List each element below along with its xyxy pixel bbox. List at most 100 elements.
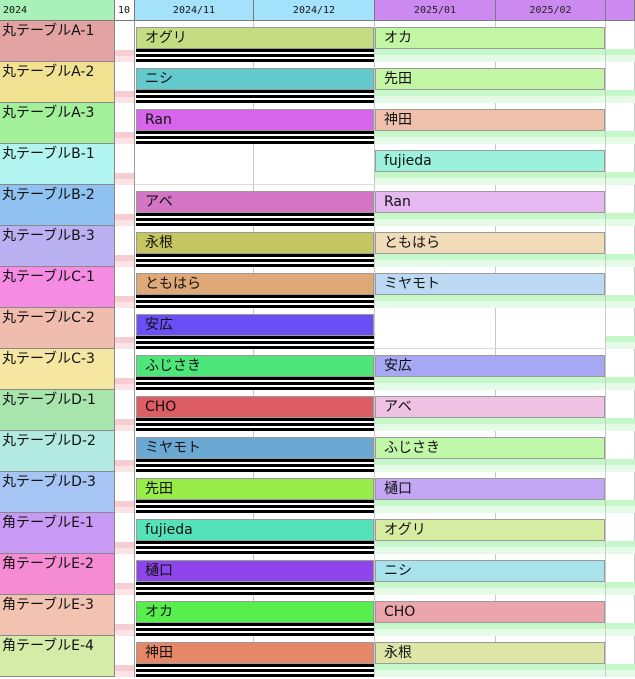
table-row: 丸テーブルB-1 fujieda [0,144,635,185]
table-name-cell[interactable]: 丸テーブルA-1 [0,21,115,62]
reservation-strip [375,500,605,513]
tail-strip [606,582,635,595]
grid-cell[interactable] [375,308,496,349]
reservation-bar-2025[interactable]: fujieda [375,150,605,172]
reservation-bar-2025[interactable]: オカ [375,27,605,49]
table-name-cell[interactable]: 丸テーブルC-3 [0,349,115,390]
table-name-cell[interactable]: 角テーブルE-3 [0,595,115,636]
week-cell [115,103,135,144]
reservation-strip [375,582,605,595]
table-row: 丸テーブルD-2 ミヤモト ふじさき [0,431,635,472]
month-header-2024-11[interactable]: 2024/11 [135,0,254,21]
grid-cell[interactable] [135,144,254,185]
tail-strip [606,418,635,431]
table-name-cell[interactable]: 丸テーブルB-2 [0,185,115,226]
week-cell [115,472,135,513]
reservation-strip [375,213,605,226]
reservation-bar-2025[interactable]: ミヤモト [375,273,605,295]
table-name-cell[interactable]: 丸テーブルD-2 [0,431,115,472]
reservation-bar-2024[interactable]: 安広 [136,314,374,336]
week-cell [115,513,135,554]
reservation-bar-2024[interactable]: ともはら [136,273,374,295]
reservation-bar-2025[interactable]: 永根 [375,642,605,664]
reservation-bar-2024[interactable]: 永根 [136,232,374,254]
table-name-cell[interactable]: 丸テーブルC-1 [0,267,115,308]
tail-strip [606,336,635,349]
reservation-bar-2024[interactable]: アベ [136,191,374,213]
table-row: 丸テーブルA-3 Ran 神田 [0,103,635,144]
tail-strip [606,90,635,103]
reservation-stripes [136,418,374,431]
tail-strip [606,213,635,226]
reservation-bar-2025[interactable]: オグリ [375,519,605,541]
reservation-stripes [136,131,374,144]
week-cell [115,226,135,267]
reservation-strip [375,172,605,185]
reservation-bar-2024[interactable]: オカ [136,601,374,623]
table-name-cell[interactable]: 丸テーブルC-2 [0,308,115,349]
table-name-cell[interactable]: 丸テーブルB-3 [0,226,115,267]
month-header-2025-02[interactable]: 2025/02 [496,0,606,21]
tail-strip [606,254,635,267]
week-cell [115,595,135,636]
reservation-bar-2025[interactable]: 樋口 [375,478,605,500]
reservation-bar-2025[interactable]: ともはら [375,232,605,254]
table-name-cell[interactable]: 丸テーブルA-3 [0,103,115,144]
reservation-strip [375,49,605,62]
reservation-bar-2025[interactable]: ニシ [375,560,605,582]
table-row: 丸テーブルD-3 先田 樋口 [0,472,635,513]
reservation-bar-2024[interactable]: fujieda [136,519,374,541]
table-row: 丸テーブルB-2 アベ Ran [0,185,635,226]
reservation-bar-2024[interactable]: 樋口 [136,560,374,582]
reservation-stripes [136,295,374,308]
reservation-stripes [136,254,374,267]
reservation-bar-2025[interactable]: 神田 [375,109,605,131]
reservation-bar-2025[interactable]: アベ [375,396,605,418]
table-name-cell[interactable]: 角テーブルE-4 [0,636,115,677]
reservation-strip [375,418,605,431]
grid-cell[interactable] [254,144,375,185]
reservation-stripes [136,541,374,554]
table-row: 丸テーブルC-1 ともはら ミヤモト [0,267,635,308]
reservation-bar-2024[interactable]: ふじさき [136,355,374,377]
reservation-bar-2025[interactable]: ふじさき [375,437,605,459]
table-name-cell[interactable]: 丸テーブルB-1 [0,144,115,185]
reservation-stripes [136,377,374,390]
reservation-bar-2024[interactable]: ニシ [136,68,374,90]
month-header-2024-12[interactable]: 2024/12 [254,0,375,21]
tail-strip [606,49,635,62]
reservation-bar-2025[interactable]: 安広 [375,355,605,377]
reservation-stripes [136,664,374,677]
grid-cell[interactable] [496,308,606,349]
week-cell [115,390,135,431]
tail-strip [606,623,635,636]
reservation-bar-2024[interactable]: CHO [136,396,374,418]
reservation-bar-2025[interactable]: 先田 [375,68,605,90]
reservation-bar-2025[interactable]: Ran [375,191,605,213]
month-header-2025-01[interactable]: 2025/01 [375,0,496,21]
table-name-cell[interactable]: 丸テーブルA-2 [0,62,115,103]
table-name-cell[interactable]: 丸テーブルD-3 [0,472,115,513]
reservation-bar-2025[interactable]: CHO [375,601,605,623]
reservation-bar-2024[interactable]: 神田 [136,642,374,664]
reservation-strip [375,459,605,472]
table-name-cell[interactable]: 角テーブルE-2 [0,554,115,595]
week-cell [115,431,135,472]
week-cell [115,144,135,185]
table-row: 丸テーブルC-2 安広 [0,308,635,349]
week-cell [115,21,135,62]
month-header-next [606,0,635,21]
week-cell [115,267,135,308]
sub-header: 10 [115,0,135,21]
reservation-strip [375,623,605,636]
reservation-bar-2024[interactable]: Ran [136,109,374,131]
table-row: 丸テーブルD-1 CHO アベ [0,390,635,431]
table-name-cell[interactable]: 角テーブルE-1 [0,513,115,554]
reservation-strip [375,131,605,144]
reservation-stripes [136,459,374,472]
reservation-bar-2024[interactable]: 先田 [136,478,374,500]
table-name-cell[interactable]: 丸テーブルD-1 [0,390,115,431]
week-cell [115,636,135,677]
reservation-bar-2024[interactable]: ミヤモト [136,437,374,459]
reservation-bar-2024[interactable]: オグリ [136,27,374,49]
